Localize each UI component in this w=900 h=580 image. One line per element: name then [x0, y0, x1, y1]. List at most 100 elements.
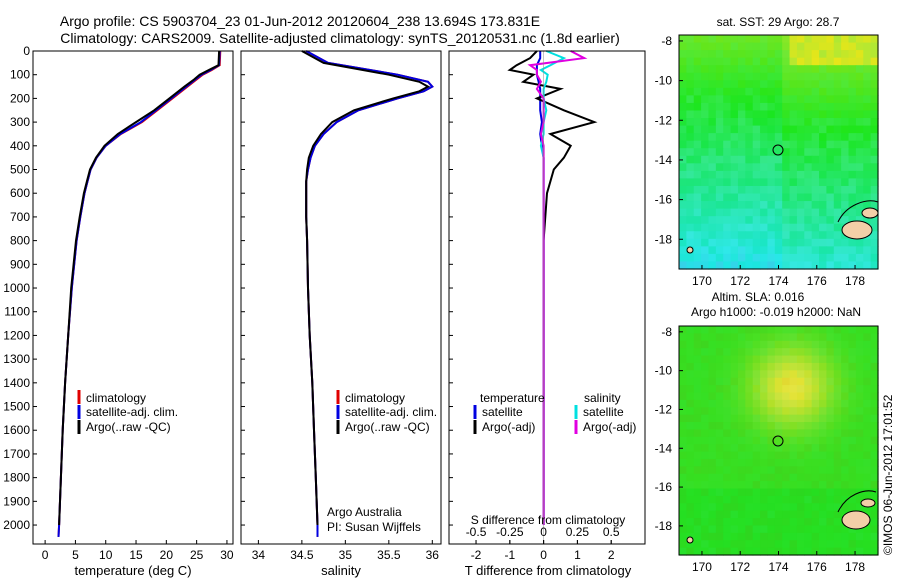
- map-cell: [826, 458, 835, 467]
- map-cell: [715, 201, 724, 210]
- map-cell: [767, 185, 776, 195]
- map-cell: [811, 231, 820, 240]
- sla-map-title-line1: Altim. SLA: 0.016: [712, 290, 805, 304]
- map-cell: [841, 348, 850, 357]
- map-cell: [848, 444, 857, 453]
- legend-label-argo: Argo(..raw -QC): [345, 420, 430, 434]
- map-cell: [752, 201, 761, 210]
- map-cell: [855, 503, 864, 512]
- map-cell: [679, 540, 687, 549]
- map-cell: [701, 80, 710, 89]
- depth-tick-label: 1100: [4, 305, 30, 319]
- map-cell: [774, 422, 783, 431]
- map-cell: [782, 42, 791, 51]
- map-cell: [819, 102, 828, 112]
- map-cell: [782, 253, 791, 263]
- map-cell: [782, 532, 791, 541]
- map-cell: [737, 261, 746, 270]
- map-cell: [855, 392, 864, 401]
- map-cell: [826, 444, 835, 453]
- map-cell: [745, 436, 754, 445]
- map-cell: [819, 231, 828, 240]
- map-cell: [752, 133, 761, 142]
- map-cell: [826, 399, 835, 408]
- map-cell: [833, 178, 842, 187]
- map-cell: [715, 540, 724, 549]
- map-cell: [796, 80, 805, 89]
- map-cell: [745, 518, 754, 527]
- map-cell: [708, 238, 717, 247]
- map-cell: [737, 355, 746, 364]
- map-cell: [760, 370, 769, 379]
- map-cell: [826, 385, 835, 394]
- map-cell: [730, 422, 739, 431]
- map-cell: [686, 216, 695, 225]
- float-owner-note: Argo Australia: [327, 505, 402, 519]
- map-cell: [811, 178, 820, 187]
- map-cell: [745, 377, 754, 386]
- map-cell: [745, 80, 754, 89]
- map-cell: [841, 385, 850, 394]
- map-cell: [855, 525, 864, 534]
- map-cell: [811, 72, 820, 81]
- map-cell: [811, 458, 820, 467]
- map-cell: [811, 422, 820, 431]
- map-cell: [782, 216, 791, 225]
- map-cell: [855, 155, 864, 164]
- map-cell: [752, 65, 761, 74]
- map-cell: [723, 140, 732, 149]
- map-cell: [833, 35, 842, 44]
- map-cell: [796, 140, 805, 149]
- island-shape: [841, 510, 871, 530]
- map-cell: [848, 133, 857, 142]
- map-cell: [767, 216, 776, 225]
- map-cell: [737, 414, 746, 423]
- map-cell: [855, 201, 864, 210]
- map-cell: [715, 57, 724, 66]
- map-cell: [804, 57, 813, 66]
- map-cell: [819, 253, 828, 263]
- depth-tick-label: 1700: [3, 447, 30, 461]
- map-cell: [833, 377, 842, 386]
- map-cell: [855, 208, 864, 217]
- map-cell: [693, 57, 702, 66]
- map-cell: [819, 414, 828, 423]
- map-cell: [863, 540, 872, 549]
- map-cell: [848, 42, 857, 51]
- map-cell: [737, 178, 746, 187]
- map-cell: [841, 246, 850, 255]
- map-cell: [679, 503, 687, 512]
- map-cell: [760, 57, 769, 66]
- map-cell: [730, 407, 739, 416]
- map-cell: [701, 170, 710, 180]
- map-cell: [730, 80, 739, 89]
- map-cell: [789, 436, 798, 445]
- map-cell: [723, 540, 732, 549]
- map-cell: [811, 370, 820, 379]
- map-cell: [708, 87, 717, 96]
- map-cell: [730, 140, 739, 149]
- map-cell: [745, 155, 754, 164]
- temperature-x-tick-label: 30: [220, 548, 234, 562]
- map-cell: [826, 510, 835, 519]
- map-cell: [804, 133, 813, 142]
- map-cell: [708, 118, 717, 127]
- map-cell: [701, 355, 710, 364]
- map-cell: [693, 65, 702, 74]
- map-cell: [819, 377, 828, 386]
- map-cell: [833, 488, 842, 497]
- map-cell: [833, 422, 842, 431]
- map-cell: [796, 370, 805, 379]
- map-cell: [767, 466, 776, 475]
- map-cell: [737, 57, 746, 66]
- map-cell: [848, 35, 857, 44]
- map-cell: [789, 35, 798, 44]
- map-cell: [708, 362, 717, 371]
- map-cell: [819, 148, 828, 157]
- map-cell: [848, 532, 857, 541]
- map-cell: [796, 238, 805, 247]
- map-cell: [730, 102, 739, 112]
- map-cell: [811, 333, 820, 342]
- map-cell: [819, 547, 828, 556]
- map-cell: [789, 422, 798, 431]
